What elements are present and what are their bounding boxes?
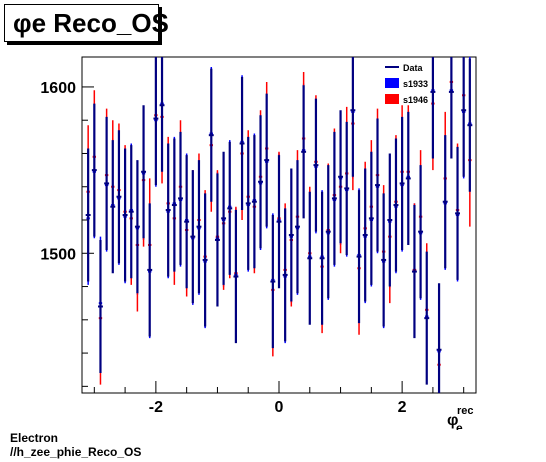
x-axis-label-superscript: rec — [457, 405, 474, 417]
legend-label: Data — [403, 63, 424, 73]
x-tick-label: 2 — [398, 399, 407, 416]
x-axis-label-subscript: e — [456, 421, 463, 430]
legend-swatch-s1933 — [385, 78, 399, 88]
legend-label: s1933 — [403, 79, 428, 89]
data-marks — [85, 57, 473, 393]
footer-line-1: Electron — [10, 431, 59, 445]
footer: Electron //h_zee_phie_Reco_OS — [10, 431, 141, 459]
axis-labels: -2 0 2 1500 1600 φe rec — [40, 80, 473, 430]
chart-title: φe Reco_OS — [13, 8, 169, 38]
footer-line-2: //h_zee_phie_Reco_OS — [10, 445, 142, 459]
title-box: φe Reco_OS — [4, 4, 169, 42]
x-tick-label: 0 — [275, 399, 284, 416]
y-tick-label: 1500 — [40, 246, 76, 263]
x-tick-label: -2 — [149, 399, 163, 416]
x-axis-label: φ — [447, 412, 458, 429]
chart-svg: -2 0 2 1500 1600 φe rec Data s1933 s1946 — [40, 56, 477, 430]
y-tick-label: 1600 — [40, 80, 76, 97]
legend-swatch-s1946 — [385, 94, 399, 104]
legend-label: s1946 — [403, 95, 428, 105]
legend: Data s1933 s1946 — [385, 63, 428, 105]
